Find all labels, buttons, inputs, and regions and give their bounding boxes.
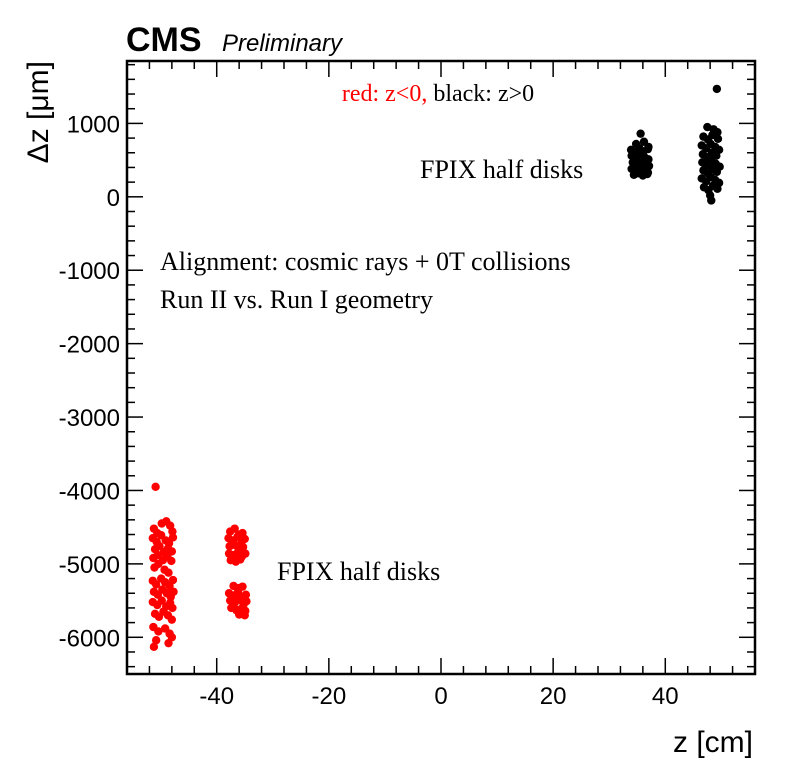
data-point	[164, 638, 173, 648]
data-point	[153, 550, 163, 560]
data-point	[712, 84, 722, 94]
y-tick-label: 1000	[67, 111, 120, 138]
data-points	[148, 84, 724, 652]
data-point	[242, 597, 251, 606]
data-point	[643, 144, 653, 154]
data-point	[240, 534, 249, 544]
data-point	[707, 196, 716, 205]
data-point	[240, 611, 249, 620]
data-point	[168, 533, 178, 542]
data-point	[712, 167, 722, 177]
annotation-alignment-line1: Alignment: cosmic rays + 0T collisions	[160, 247, 571, 276]
data-point	[151, 636, 161, 645]
data-point	[149, 642, 159, 652]
data-point	[241, 590, 251, 599]
data-point	[164, 568, 173, 577]
data-point	[151, 482, 160, 491]
data-point	[713, 134, 723, 144]
data-point	[643, 169, 652, 179]
y-tick-label: -1000	[59, 258, 120, 285]
x-tick-label: -40	[199, 683, 234, 710]
x-tick-label: 40	[652, 683, 679, 710]
x-tick-label: 20	[540, 683, 567, 710]
data-point	[230, 524, 239, 533]
status-label: Preliminary	[222, 30, 344, 57]
data-point	[168, 575, 178, 585]
y-axis-label: Δz [μm]	[22, 61, 55, 163]
data-point	[241, 549, 250, 558]
data-point	[636, 129, 645, 138]
x-tick-label: -20	[312, 683, 347, 710]
data-point	[712, 151, 721, 160]
x-axis-label: z [cm]	[673, 726, 753, 759]
annotation-fpix-positive: FPIX half disks	[420, 155, 583, 184]
annotation-alignment-line2: Run II vs. Run I geometry	[160, 285, 433, 314]
y-tick-label: -3000	[59, 405, 120, 432]
axis-tick-labels: -40 -20 0 20 40 -6000 -5000 -4000 -3000 -2000 -100…	[59, 111, 679, 710]
data-point	[167, 556, 176, 566]
y-tick-label: -2000	[59, 332, 120, 359]
data-point	[154, 559, 163, 569]
data-point	[713, 184, 722, 193]
y-tick-label: -5000	[59, 552, 120, 579]
experiment-label: CMS	[126, 21, 202, 59]
data-point	[168, 603, 177, 613]
legend-black: black: z>0	[433, 81, 534, 107]
data-point	[155, 542, 164, 551]
data-point	[169, 587, 178, 596]
plot-frame	[125, 59, 757, 676]
annotation-fpix-negative: FPIX half disks	[277, 557, 440, 586]
data-point	[157, 596, 166, 605]
legend-red: red: z<0,	[342, 81, 428, 107]
x-tick-label: 0	[434, 683, 447, 710]
y-tick-label: -4000	[59, 478, 120, 505]
y-tick-label: 0	[107, 185, 120, 212]
data-point	[151, 580, 161, 589]
data-point	[236, 555, 245, 564]
axis-ticks	[126, 61, 756, 674]
data-point	[167, 615, 177, 624]
data-point	[154, 627, 163, 636]
legend-text: red: z<0, black: z>0	[342, 81, 534, 107]
data-point	[238, 542, 248, 552]
y-tick-label: -6000	[59, 625, 120, 652]
